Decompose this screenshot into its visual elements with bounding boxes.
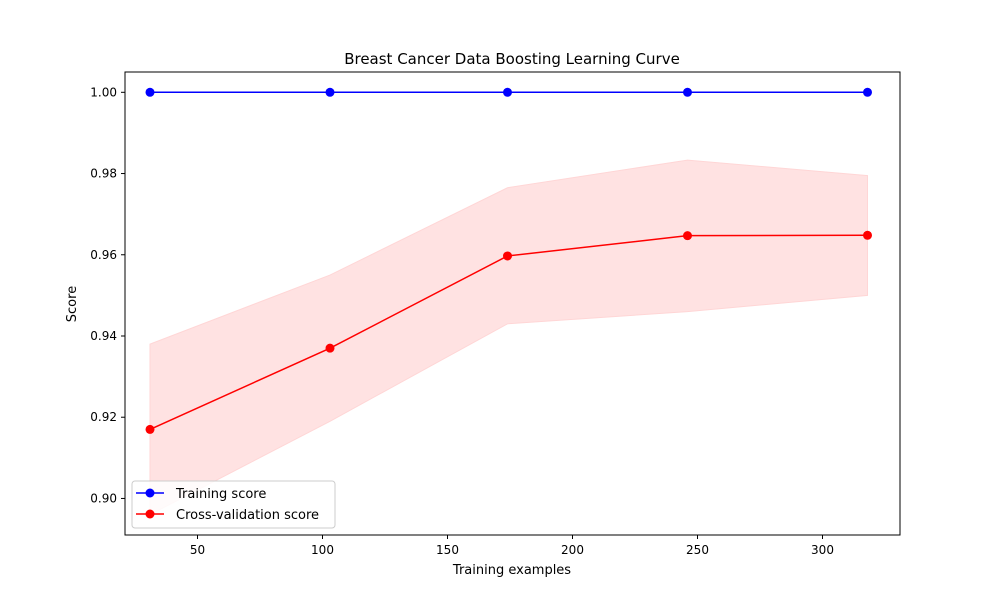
legend-label-0: Training score: [175, 487, 266, 502]
x-tick-label-0: 50: [190, 543, 205, 557]
legend-marker-1: [145, 509, 155, 519]
x-tick-label-2: 150: [436, 543, 459, 557]
legend: Training score Cross-validation score: [131, 480, 336, 529]
x-axis-ticks: 50 100 150 200 250 300: [190, 535, 834, 557]
point-series-0-4: [863, 87, 872, 97]
legend-box: [131, 480, 336, 529]
x-tick-label-3: 200: [561, 543, 584, 557]
point-series-1-2: [503, 251, 512, 261]
series-points: [145, 87, 872, 434]
band-series-1: [149, 159, 868, 516]
x-axis-label: Training examples: [452, 563, 571, 578]
point-series-1-1: [325, 343, 335, 353]
legend-marker-0: [145, 488, 155, 498]
y-tick-label-2: 0.94: [90, 329, 117, 343]
point-series-0-0: [145, 87, 155, 97]
y-axis-label: Score: [65, 286, 80, 322]
legend-label-1: Cross-validation score: [176, 508, 319, 523]
point-series-1-0: [145, 424, 155, 434]
y-tick-label-3: 0.96: [90, 248, 117, 262]
plot-area-frame: [124, 71, 901, 536]
x-tick-label-1: 100: [311, 543, 334, 557]
y-axis-ticks: 0.90 0.92 0.94 0.96 0.98 1.00: [90, 85, 125, 505]
point-series-0-2: [503, 87, 512, 97]
y-tick-label-4: 0.98: [90, 167, 117, 181]
y-tick-label-5: 1.00: [90, 85, 117, 99]
point-series-1-4: [863, 230, 872, 240]
x-tick-label-4: 250: [686, 543, 709, 557]
point-series-1-3: [683, 231, 692, 241]
point-series-0-3: [683, 87, 692, 97]
y-tick-label-0: 0.90: [90, 491, 117, 505]
confidence-bands: [149, 159, 868, 516]
point-series-0-1: [325, 87, 335, 97]
chart-title: Breast Cancer Data Boosting Learning Cur…: [344, 50, 680, 68]
x-tick-label-5: 300: [811, 543, 834, 557]
y-tick-label-1: 0.92: [90, 410, 117, 424]
